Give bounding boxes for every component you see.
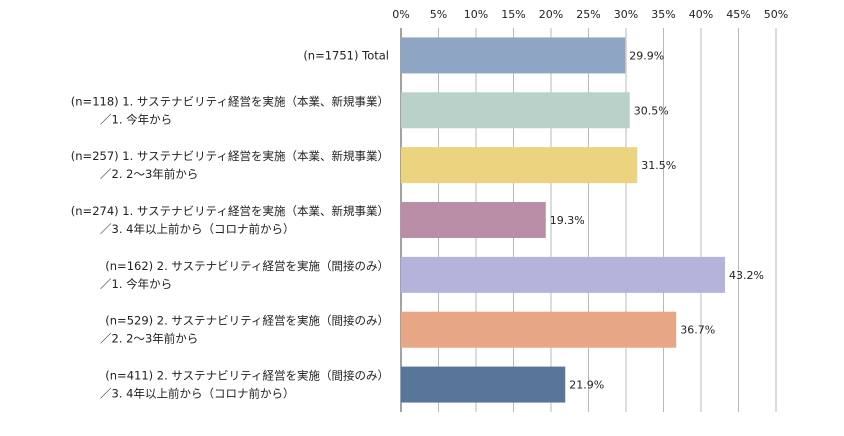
bar [401, 202, 546, 238]
category-label-sub: ／1. 今年から [100, 277, 172, 291]
category-labels: (n=1751) Total (n=118) 1. サステナビリティ経営を実施（本… [71, 48, 389, 400]
bar [401, 37, 626, 74]
category-label-sub: ／2. 2～3年前から [100, 167, 198, 181]
category-label-sub: ／3. 4年以上前から（コロナ前から） [100, 387, 294, 401]
category-label-sub: ／1. 今年から [100, 112, 172, 126]
bars [401, 37, 725, 403]
gridlines [400, 28, 777, 412]
category-label: (n=1751) Total [303, 48, 389, 62]
data-label: 30.5% [634, 104, 669, 117]
category-label: (n=118) 1. サステナビリティ経営を実施（本業、新規事業） [71, 94, 389, 108]
bar [401, 147, 638, 184]
value-labels: 29.9% 30.5% 31.5% 19.3% 43.2% 36.7% 21.9% [550, 49, 764, 391]
x-tick-label: 20% [539, 8, 563, 21]
x-tick-label: 0% [392, 8, 409, 21]
x-tick-label: 25% [576, 8, 600, 21]
data-label: 36.7% [680, 324, 715, 337]
x-tick-label: 45% [726, 8, 750, 21]
x-tick-label: 30% [614, 8, 638, 21]
x-tick-label: 50% [764, 8, 788, 21]
x-tick-label: 10% [464, 8, 488, 21]
data-label: 19.3% [550, 214, 585, 227]
bar [401, 311, 677, 348]
data-label: 21.9% [569, 379, 604, 392]
bar [401, 256, 725, 293]
category-label: (n=529) 2. サステナビリティ経営を実施（間接のみ） [105, 314, 389, 328]
bar [401, 92, 630, 129]
bar [401, 366, 566, 403]
data-label: 43.2% [729, 269, 764, 282]
category-label: (n=162) 2. サステナビリティ経営を実施（間接のみ） [105, 259, 389, 273]
category-label: (n=411) 2. サステナビリティ経営を実施（間接のみ） [105, 369, 389, 383]
category-label-sub: ／2. 2～3年前から [100, 332, 198, 346]
x-tick-label: 5% [430, 8, 447, 21]
x-tick-label: 35% [651, 8, 675, 21]
data-label: 29.9% [629, 49, 664, 62]
category-label-sub: ／3. 4年以上前から（コロナ前から） [100, 222, 294, 236]
category-label: (n=257) 1. サステナビリティ経営を実施（本業、新規事業） [71, 149, 389, 163]
x-tick-label: 15% [501, 8, 525, 21]
x-axis-ticks: 0% 5% 10% 15% 20% 25% 30% 35% 40% 45% 50% [392, 8, 788, 21]
data-label: 31.5% [641, 159, 676, 172]
category-label: (n=274) 1. サステナビリティ経営を実施（本業、新規事業） [71, 204, 389, 218]
x-tick-label: 40% [689, 8, 713, 21]
